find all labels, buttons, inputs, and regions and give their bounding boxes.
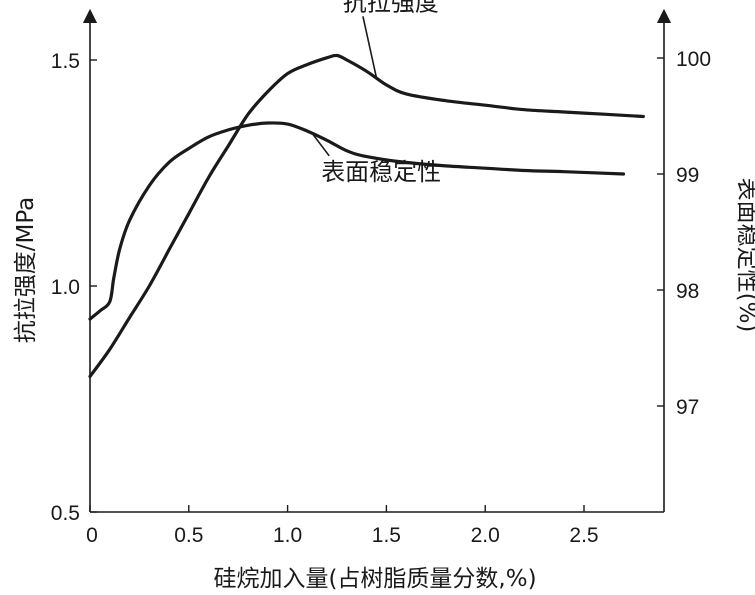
axes — [82, 8, 672, 513]
x-tick-label: 0.5 — [174, 524, 203, 547]
y-right-tick-label: 98 — [676, 280, 699, 303]
y-left-tick-label: 1.0 — [51, 276, 80, 299]
label-tensile-strength: 抗拉强度 — [343, 0, 439, 16]
y-left-axis-title: 抗拉强度/MPa — [13, 197, 39, 344]
x-tick-label: 2.5 — [569, 524, 598, 547]
x-tick-label: 1.0 — [273, 524, 302, 547]
x-tick-label: 0 — [86, 524, 98, 547]
x-tick-label: 1.5 — [372, 524, 401, 547]
ticks: 0 0.5 1.0 1.5 2.0 2.5 0.5 1.0 1.5 97 98 99 100 — [51, 48, 711, 547]
y-right-axis-title: 表面稳定性(%) — [734, 178, 755, 333]
y-right-tick-label: 99 — [676, 164, 699, 187]
annotation-leader-line — [310, 131, 330, 157]
x-axis-title: 硅烷加入量(占树脂质量分数,%) — [213, 566, 536, 592]
series-line-tensile-strength — [88, 53, 645, 378]
annotation-leader-line — [362, 16, 378, 79]
y-right-tick-label: 100 — [676, 48, 711, 71]
series-lines — [88, 53, 645, 378]
label-surface-stability: 表面稳定性 — [321, 158, 441, 186]
series-line-surface-stability — [88, 121, 626, 321]
y-left-tick-label: 0.5 — [51, 502, 80, 525]
y-left-tick-label: 1.5 — [51, 50, 80, 73]
x-tick-label: 2.0 — [471, 524, 500, 547]
y-right-tick-label: 97 — [676, 396, 699, 419]
